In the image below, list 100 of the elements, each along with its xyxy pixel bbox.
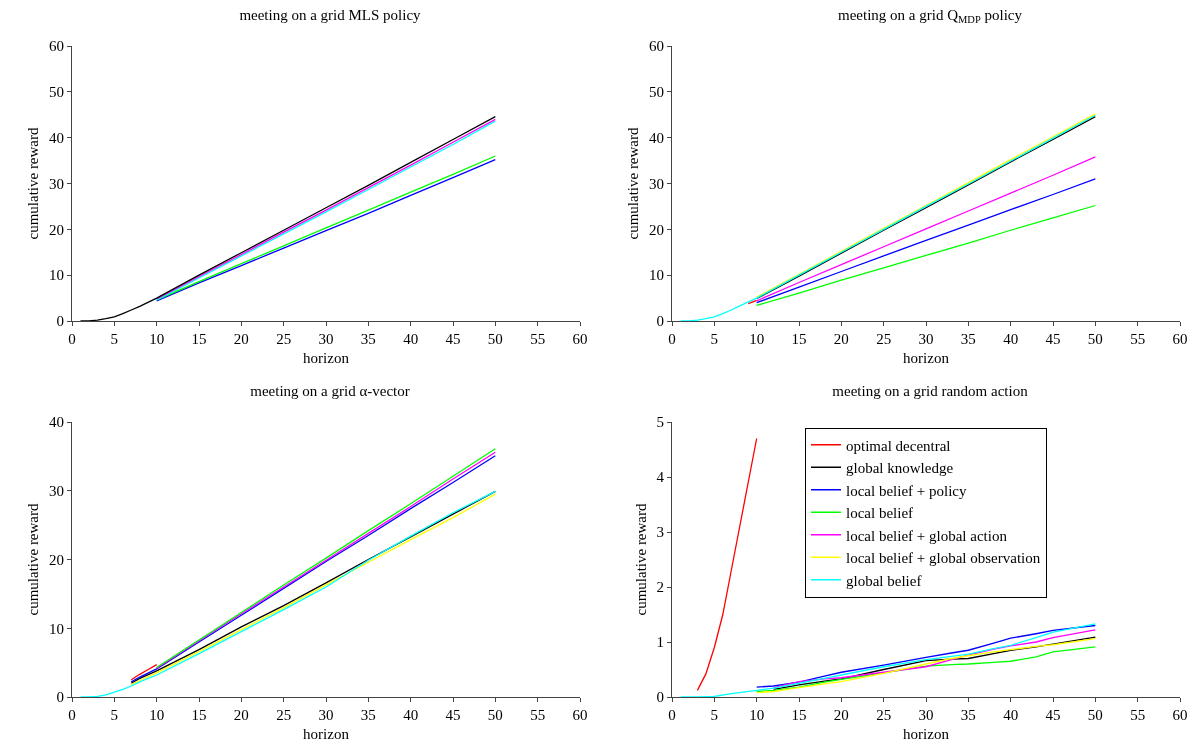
y-tick-label: 60 (49, 38, 64, 55)
line-series (130, 664, 158, 681)
y-axis-title: cumulative reward (25, 502, 42, 616)
x-tick-label: 35 (960, 707, 976, 723)
y-tick-label: 0 (56, 313, 64, 330)
x-tick-label: 15 (791, 707, 807, 723)
chart-title: meeting on a grid Q$_{MDP}$ policy (838, 6, 1023, 26)
y-tick-label: 4 (656, 469, 665, 486)
y-tick-label: 10 (49, 620, 64, 637)
x-tick-label: 50 (487, 331, 503, 347)
x-tick-label: 20 (233, 707, 249, 723)
x-tick-label: 25 (276, 707, 292, 723)
x-tick-label: 40 (1003, 331, 1019, 347)
legend-label: local belief + policy (846, 482, 967, 499)
x-tick-label: 20 (833, 331, 849, 347)
x-axis-title: horizon (903, 726, 950, 742)
x-tick-label: 5 (110, 707, 119, 723)
y-tick-label: 20 (49, 221, 64, 238)
x-tick-label: 15 (791, 331, 807, 347)
legend-label: local belief + global action (846, 527, 1008, 544)
y-tick-label: 50 (649, 84, 664, 101)
x-tick-label: 55 (1130, 331, 1146, 347)
x-tick-label: 0 (68, 331, 76, 347)
x-axis-title: horizon (303, 350, 350, 366)
x-tick-label: 60 (1172, 707, 1188, 723)
line-series (756, 156, 1096, 302)
x-tick-label: 25 (276, 331, 292, 347)
x-tick-label: 55 (530, 331, 546, 347)
x-tick-label: 35 (960, 331, 976, 347)
x-tick-label: 30 (918, 331, 934, 347)
x-tick-label: 45 (1045, 707, 1061, 723)
y-tick-label: 20 (649, 221, 664, 238)
legend-label: global belief (846, 572, 922, 589)
y-tick-label: 0 (56, 689, 64, 706)
x-tick-label: 5 (110, 331, 119, 347)
line-series (696, 437, 758, 692)
y-axis-title: cumulative reward (632, 502, 649, 616)
x-axis-title: horizon (903, 350, 950, 366)
x-tick-label: 0 (668, 707, 676, 723)
y-tick-label: 10 (649, 267, 664, 284)
x-tick-label: 5 (710, 331, 719, 347)
x-tick-label: 40 (403, 707, 419, 723)
y-tick-label: 3 (656, 524, 664, 541)
x-tick-label: 15 (191, 331, 207, 347)
y-tick-label: 40 (49, 129, 64, 146)
line-series (79, 490, 496, 697)
x-tick-label: 10 (749, 707, 765, 723)
line-series (756, 178, 1096, 304)
x-tick-label: 50 (1087, 707, 1103, 723)
x-tick-label: 40 (1003, 707, 1019, 723)
y-tick-label: 60 (649, 38, 664, 55)
y-tick-label: 30 (49, 483, 64, 499)
x-tick-label: 30 (318, 707, 334, 723)
x-tick-label: 20 (233, 331, 249, 347)
y-tick-label: 40 (49, 414, 64, 431)
y-tick-label: 5 (656, 414, 664, 431)
y-tick-label: 0 (656, 689, 664, 706)
x-tick-label: 55 (1130, 707, 1146, 723)
x-tick-label: 50 (487, 707, 503, 723)
x-tick-label: 20 (833, 707, 849, 723)
x-tick-label: 60 (572, 707, 588, 723)
x-tick-label: 30 (318, 331, 334, 347)
x-tick-label: 25 (876, 707, 892, 723)
x-tick-label: 60 (572, 331, 588, 347)
y-tick-label: 30 (649, 175, 664, 192)
y-tick-label: 30 (49, 175, 64, 192)
x-tick-label: 50 (1087, 331, 1103, 347)
x-tick-label: 45 (445, 707, 461, 723)
x-tick-label: 10 (149, 707, 165, 723)
x-tick-label: 0 (68, 707, 76, 723)
chart-title: meeting on a grid random action (832, 382, 1029, 399)
y-tick-label: 50 (49, 84, 64, 101)
chart-title: meeting on a grid α-vector (250, 382, 410, 399)
x-tick-label: 60 (1172, 331, 1188, 347)
line-series (756, 204, 1096, 307)
x-tick-label: 15 (191, 707, 207, 723)
chart-title: meeting on a grid MLS policy (239, 6, 422, 23)
x-tick-label: 35 (360, 707, 376, 723)
line-series (79, 115, 496, 321)
y-tick-label: 0 (656, 313, 664, 330)
x-tick-label: 40 (403, 331, 419, 347)
x-tick-label: 35 (360, 331, 376, 347)
legend-label: global knowledge (846, 460, 954, 477)
line-series (679, 623, 1096, 697)
x-tick-label: 25 (876, 331, 892, 347)
line-series (756, 646, 1096, 693)
y-tick-label: 2 (656, 579, 664, 596)
x-tick-label: 45 (445, 331, 461, 347)
y-tick-label: 1 (656, 634, 664, 651)
x-tick-label: 10 (149, 331, 165, 347)
y-axis-title: cumulative reward (25, 126, 42, 240)
x-tick-label: 45 (1045, 331, 1061, 347)
legend-label: optimal decentral (846, 437, 951, 454)
line-series (679, 114, 1096, 321)
y-axis-title: cumulative reward (625, 126, 642, 240)
x-axis-title: horizon (303, 726, 350, 742)
legend-label: local belief + global observation (846, 550, 1041, 567)
x-tick-label: 10 (749, 331, 765, 347)
y-tick-label: 20 (49, 551, 64, 568)
legend-label: local belief (846, 505, 914, 522)
